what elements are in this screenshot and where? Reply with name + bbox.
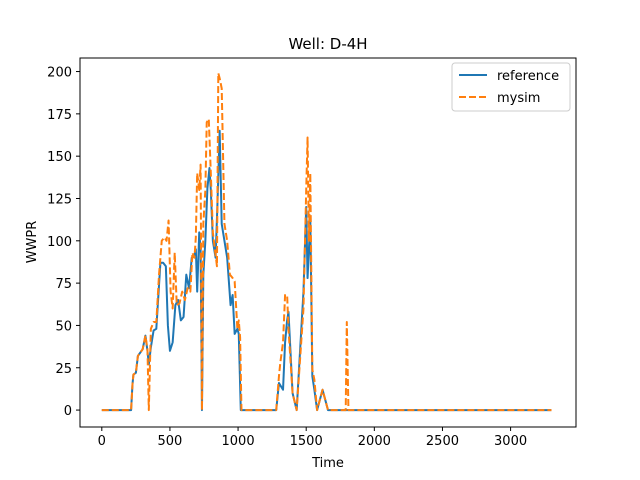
y-axis-label: WWPR — [25, 221, 40, 264]
x-axis: 0 500 1000 1500 2000 2500 3000 — [98, 427, 527, 449]
x-axis-label: Time — [311, 456, 344, 471]
chart-title: Well: D-4H — [288, 35, 367, 53]
y-tick-label: 200 — [47, 66, 72, 81]
y-tick-label: 150 — [47, 150, 72, 165]
x-tick-label: 0 — [98, 434, 106, 449]
legend-label-mysim: mysim — [497, 91, 540, 106]
legend: reference mysim — [451, 62, 571, 112]
y-tick-label: 125 — [47, 192, 72, 207]
x-tick-label: 500 — [158, 434, 183, 449]
y-tick-label: 50 — [55, 319, 72, 334]
plot-frame — [79, 57, 577, 428]
y-tick-label: 75 — [55, 277, 72, 292]
y-tick-label: 100 — [47, 235, 72, 250]
y-axis: 0 25 50 75 100 125 150 175 200 — [47, 66, 80, 419]
x-tick-label: 3000 — [494, 434, 527, 449]
x-tick-label: 1500 — [290, 434, 323, 449]
x-tick-label: 1000 — [222, 434, 255, 449]
y-tick-label: 175 — [47, 108, 72, 123]
y-tick-label: 0 — [64, 404, 72, 419]
y-tick-label: 25 — [55, 362, 72, 377]
series-line-mysim — [101, 72, 552, 412]
x-tick-label: 2500 — [426, 434, 459, 449]
plot-area — [101, 72, 552, 412]
legend-label-reference: reference — [497, 69, 559, 84]
x-tick-label: 2000 — [358, 434, 391, 449]
